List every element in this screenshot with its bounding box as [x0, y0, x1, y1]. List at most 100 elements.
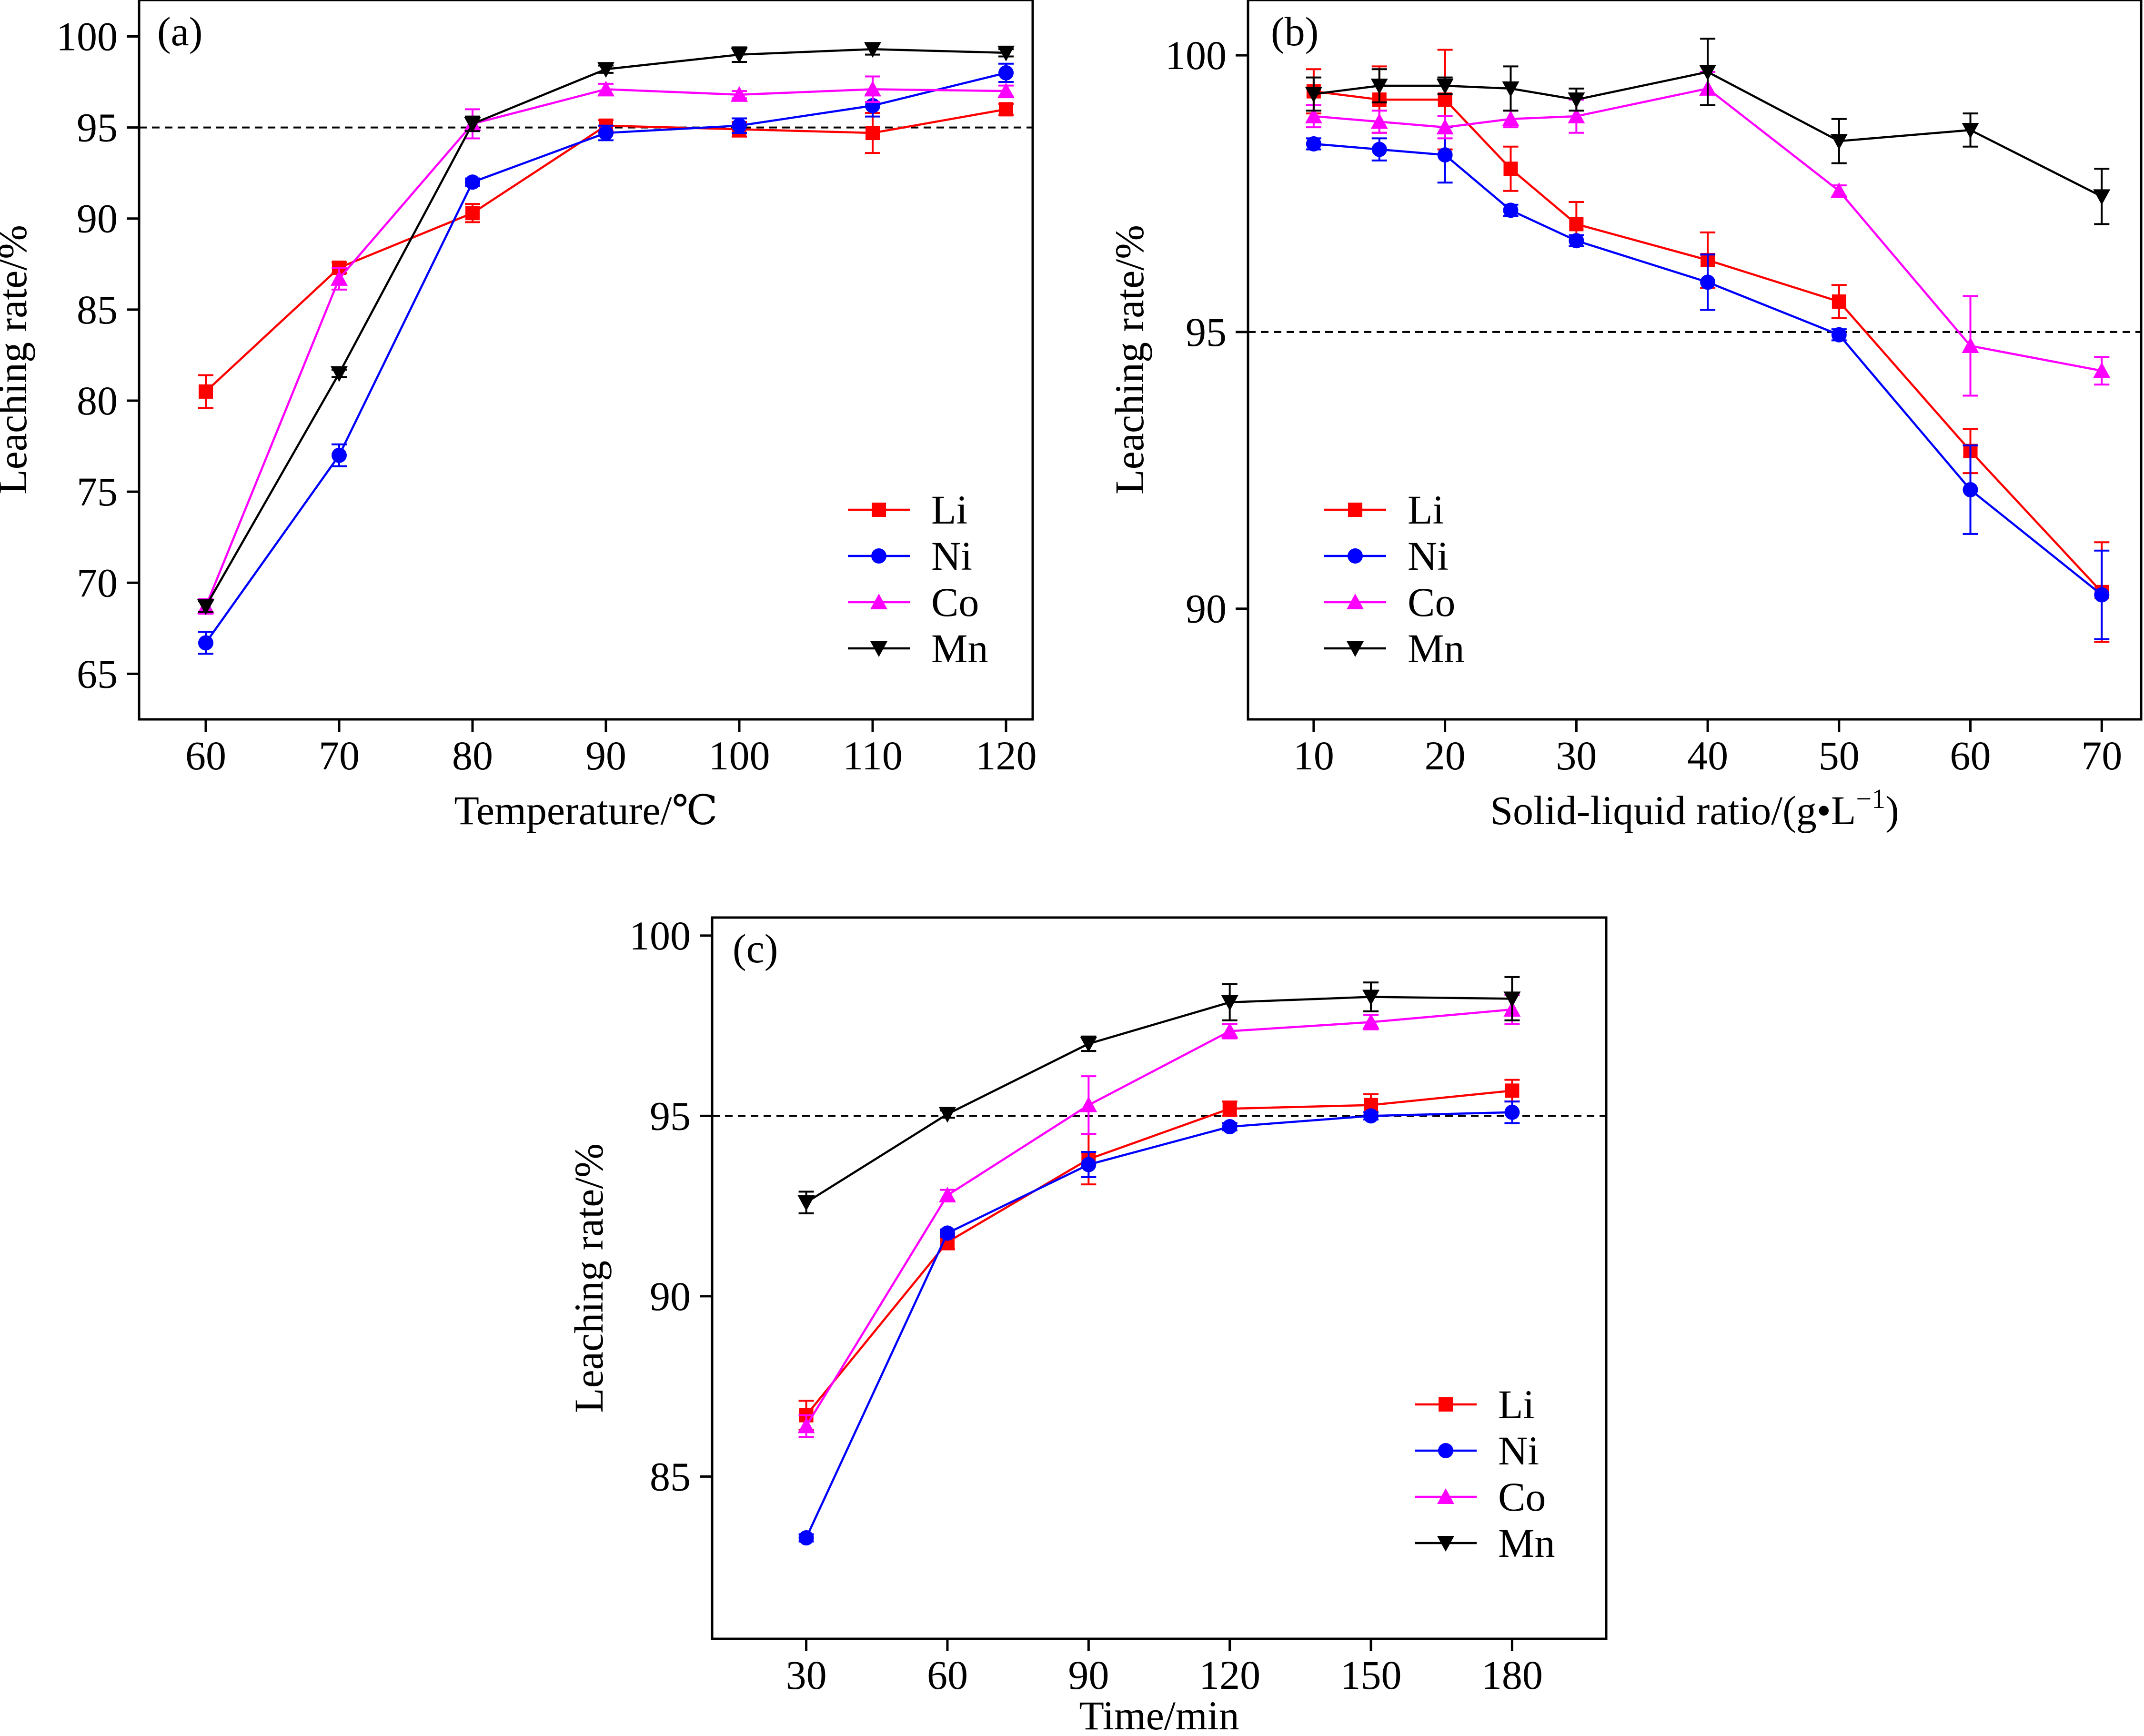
data-point: [1305, 107, 1322, 123]
legend-label: Li: [931, 487, 967, 533]
data-point: [331, 366, 348, 382]
x-tick-label: 150: [1340, 1652, 1402, 1698]
legend-label: Ni: [931, 533, 972, 579]
data-point: [1830, 134, 1848, 150]
legend-label: Co: [931, 579, 979, 625]
data-point: [2094, 587, 2110, 603]
legend-marker: [1437, 1536, 1454, 1552]
data-point: [199, 384, 213, 399]
data-point: [1222, 1101, 1237, 1116]
data-point: [597, 62, 614, 78]
data-point: [1080, 1036, 1097, 1052]
data-point: [2093, 189, 2111, 205]
data-point: [1699, 65, 1717, 81]
y-axis-title: Leaching rate/%: [566, 1143, 612, 1413]
y-tick-label: 100: [629, 913, 691, 959]
data-point: [1502, 81, 1520, 97]
y-tick-label: 85: [650, 1453, 691, 1499]
legend-marker: [1348, 548, 1363, 564]
legend-marker: [1348, 503, 1362, 517]
data-point: [465, 174, 480, 190]
data-point: [1362, 1013, 1380, 1029]
y-tick-label: 100: [56, 13, 118, 59]
panel-c: 30 60 90 120 150 180 85 90 95 100 (c) Time/min Leach…: [566, 913, 1608, 1736]
data-point: [1436, 79, 1454, 95]
axes-frame: [138, 0, 1034, 721]
y-tick-label: 95: [1186, 309, 1227, 355]
legend-label: Mn: [1498, 1520, 1555, 1566]
axes-frame: [1247, 0, 2143, 721]
x-tick-label: 40: [1687, 733, 1728, 778]
data-point: [999, 102, 1013, 117]
x-tick-label: 90: [585, 733, 626, 778]
y-tick-label: 100: [1165, 32, 1227, 78]
series-line-co: [805, 1008, 1512, 1427]
data-point: [1502, 110, 1520, 126]
series-co: [1305, 71, 2111, 397]
data-point: [465, 206, 480, 221]
y-tick-label: 65: [77, 651, 118, 696]
data-point: [598, 125, 614, 141]
y-tick-label: 90: [1186, 586, 1227, 632]
data-point: [332, 447, 347, 463]
x-axis-title-main: Solid-liquid ratio/(g•L: [1490, 787, 1856, 833]
data-point: [1962, 122, 1979, 139]
data-point: [1222, 1119, 1238, 1135]
legend-label: Co: [1498, 1474, 1546, 1520]
series-ni: [198, 62, 1014, 655]
data-point: [1700, 274, 1716, 290]
series-line-co: [1313, 87, 2102, 372]
data-point: [2093, 362, 2111, 378]
data-point: [997, 82, 1015, 99]
data-point: [1569, 233, 1584, 249]
data-point: [797, 1417, 815, 1433]
data-point: [1831, 327, 1847, 343]
series-co: [197, 75, 1015, 615]
panel-label: (c): [733, 926, 778, 971]
data-point: [1437, 147, 1453, 163]
y-axis-title: Leaching rate/%: [1107, 225, 1152, 495]
x-tick-label: 70: [319, 733, 360, 778]
data-point: [798, 1530, 814, 1546]
series-line-li: [205, 108, 1007, 393]
x-tick-label: 70: [2081, 733, 2122, 778]
legend-label: Mn: [1408, 626, 1464, 671]
legend-marker: [870, 594, 887, 609]
data-point: [997, 45, 1015, 61]
y-tick-label: 95: [650, 1093, 691, 1139]
panel-a: 60 70 80 90 100 110 120 65 70 75 80 85 90 95 100 (a) Tem…: [0, 0, 1037, 833]
data-point: [1305, 87, 1322, 103]
x-tick-label: 90: [1068, 1652, 1109, 1698]
data-point: [864, 42, 881, 58]
panel-b: 10 20 30 40 50 60 70 90 95 100 (b) Solid-liquid rat…: [1107, 0, 2143, 833]
data-point: [1370, 113, 1388, 129]
data-point: [1306, 136, 1321, 151]
data-point: [1371, 141, 1387, 157]
legend-label: Ni: [1498, 1428, 1539, 1474]
x-tick-label: 10: [1293, 733, 1334, 778]
series-co: [797, 994, 1521, 1438]
panel-label: (b): [1271, 9, 1319, 54]
data-point: [1962, 337, 1979, 353]
data-point: [939, 1225, 955, 1241]
legend-label: Co: [1408, 579, 1455, 625]
data-point: [1505, 1083, 1520, 1098]
legend-marker: [870, 641, 887, 657]
x-tick-label: 60: [1950, 733, 1991, 778]
panel-label: (a): [157, 9, 202, 54]
series-line-ni: [805, 1111, 1512, 1538]
x-tick-label: 100: [709, 733, 770, 778]
data-point: [1503, 161, 1518, 176]
data-point: [1830, 182, 1848, 198]
data-point: [1504, 1104, 1520, 1120]
legend-label: Li: [1408, 487, 1444, 533]
x-tick-label: 20: [1425, 733, 1466, 778]
x-tick-label: 30: [1556, 733, 1597, 778]
legend-marker: [1347, 641, 1364, 657]
axes-frame: [711, 916, 1608, 1640]
series-mn: [797, 976, 1521, 1214]
